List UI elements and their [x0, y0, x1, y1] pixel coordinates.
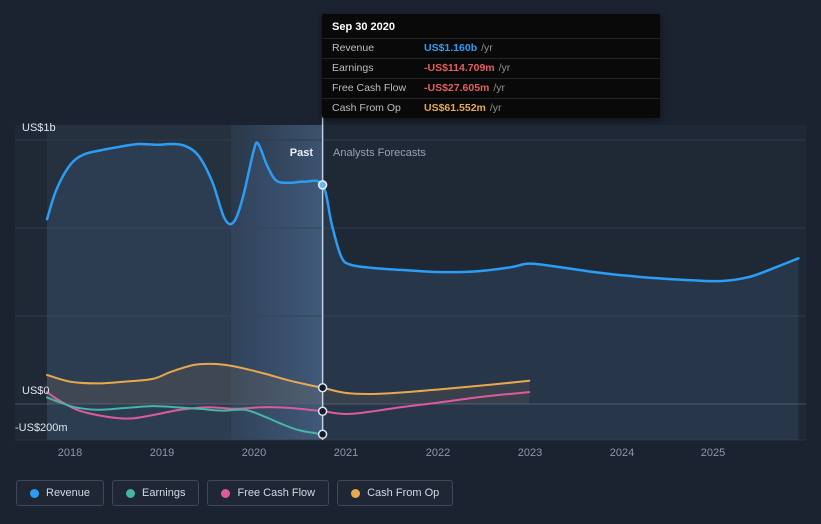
revenue-series-dot — [30, 488, 39, 498]
plot-background — [15, 125, 806, 440]
x-tick-2020: 2020 — [241, 447, 267, 459]
x-tick-2021: 2021 — [333, 447, 359, 459]
analysts-forecasts-label: Analysts Forecasts — [333, 147, 426, 159]
legend-item-revenue[interactable]: Revenue — [16, 480, 105, 506]
earnings-series-dot — [126, 488, 136, 498]
y-axis-label-1b: US$1b — [22, 122, 56, 134]
x-tick-2023: 2023 — [517, 447, 543, 459]
tooltip-suffix: /yr — [489, 102, 502, 114]
x-tick-2025: 2025 — [700, 447, 726, 459]
legend-label: Earnings — [142, 487, 186, 499]
legend-label: Cash From Op — [367, 487, 440, 499]
tooltip-label: Revenue — [332, 42, 375, 54]
tooltip-label: Cash From Op — [332, 102, 401, 114]
tooltip-row-revenue: Revenue US$1.160b /yr — [322, 38, 660, 58]
tooltip-label: Earnings — [332, 62, 374, 74]
y-axis-label-neg200m: -US$200m — [15, 422, 68, 434]
cash-from-op-series-dot — [351, 488, 361, 498]
legend-item-cash-from-op[interactable]: Cash From Op — [337, 480, 454, 506]
tooltip-suffix: /yr — [498, 62, 511, 74]
y-axis-label-zero: US$0 — [22, 385, 50, 397]
tooltip-value: -US$27.605m — [424, 82, 490, 94]
tooltip-suffix: /yr — [481, 42, 493, 54]
past-region-shading — [47, 125, 323, 440]
legend-label: Revenue — [46, 487, 91, 499]
legend-item-earnings[interactable]: Earnings — [112, 480, 200, 506]
tooltip-row-free-cash-flow: Free Cash Flow -US$27.605m /yr — [322, 78, 660, 98]
x-tick-2022: 2022 — [425, 447, 451, 459]
x-tick-2019: 2019 — [149, 447, 175, 459]
tooltip-row-cash-from-op: Cash From Op US$61.552m /yr — [322, 98, 660, 118]
legend-item-free-cash-flow[interactable]: Free Cash Flow — [207, 480, 330, 506]
tooltip-value: US$61.552m — [424, 102, 486, 114]
legend-label: Free Cash Flow — [237, 487, 316, 499]
tooltip-row-earnings: Earnings -US$114.709m /yr — [322, 58, 660, 78]
free-cash-flow-series-dot — [221, 488, 231, 498]
tooltip-label: Free Cash Flow — [332, 82, 407, 94]
data-tooltip: Sep 30 2020 Revenue US$1.160b /yr Earnin… — [322, 14, 660, 118]
legend: Revenue Earnings Free Cash Flow Cash Fro… — [16, 480, 454, 506]
x-tick-2018: 2018 — [57, 447, 83, 459]
past-label: Past — [289, 147, 313, 159]
x-tick-2024: 2024 — [609, 447, 635, 459]
tooltip-date: Sep 30 2020 — [332, 21, 395, 33]
tooltip-value: -US$114.709m — [424, 62, 495, 74]
tooltip-suffix: /yr — [493, 82, 506, 94]
tooltip-value: US$1.160b — [424, 42, 478, 54]
